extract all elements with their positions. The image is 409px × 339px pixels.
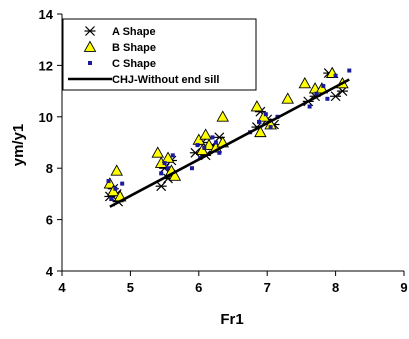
y-tick-label: 12	[39, 58, 53, 73]
data-point	[210, 135, 214, 139]
data-point	[163, 161, 167, 165]
data-point	[264, 112, 268, 116]
x-tick-label: 8	[332, 280, 339, 295]
legend-marker-swatch	[88, 61, 92, 65]
data-point	[171, 153, 175, 157]
data-point	[159, 171, 163, 175]
y-tick-label: 14	[39, 7, 54, 22]
data-point	[282, 93, 293, 103]
data-point	[190, 166, 194, 170]
data-point	[334, 74, 338, 78]
data-point	[195, 143, 199, 147]
y-tick-label: 10	[39, 110, 53, 125]
data-point	[202, 146, 206, 150]
legend-label: B Shape	[112, 42, 156, 54]
data-point	[109, 197, 113, 201]
legend: A Shape B Shape C Shape CHJ-Without end sil…	[63, 19, 256, 90]
data-point	[113, 187, 117, 191]
legend-label: C Shape	[112, 58, 156, 70]
data-point	[214, 141, 218, 145]
data-point	[156, 182, 167, 191]
data-point	[120, 182, 124, 186]
data-point	[269, 125, 273, 129]
y-tick-label: 4	[46, 264, 54, 279]
data-point	[347, 69, 351, 73]
y-axis-label: ym/y1	[10, 124, 27, 167]
x-tick-label: 5	[127, 280, 134, 295]
x-tick-label: 9	[400, 280, 407, 295]
x-tick-label: 7	[264, 280, 271, 295]
data-point	[308, 105, 312, 109]
data-point	[107, 179, 111, 183]
data-point	[330, 92, 341, 101]
trend-line	[110, 80, 349, 207]
series-chj-without-end-sill	[110, 80, 349, 207]
data-point	[257, 120, 261, 124]
legend-label: CHJ-Without end sill	[112, 74, 219, 86]
x-tick-label: 4	[58, 280, 66, 295]
x-tick-label: 6	[195, 280, 202, 295]
y-tick-label: 8	[46, 161, 53, 176]
data-point	[200, 129, 211, 139]
data-point	[152, 147, 163, 157]
y-tick-label: 6	[46, 213, 53, 228]
data-point	[111, 165, 122, 175]
data-point	[299, 78, 310, 88]
data-point	[217, 151, 221, 155]
data-point	[166, 166, 170, 170]
x-axis-label: Fr1	[220, 311, 243, 328]
data-point	[325, 97, 329, 101]
data-point	[251, 101, 262, 111]
data-point	[321, 84, 325, 88]
data-point	[217, 111, 228, 121]
legend-label: A Shape	[112, 26, 156, 38]
